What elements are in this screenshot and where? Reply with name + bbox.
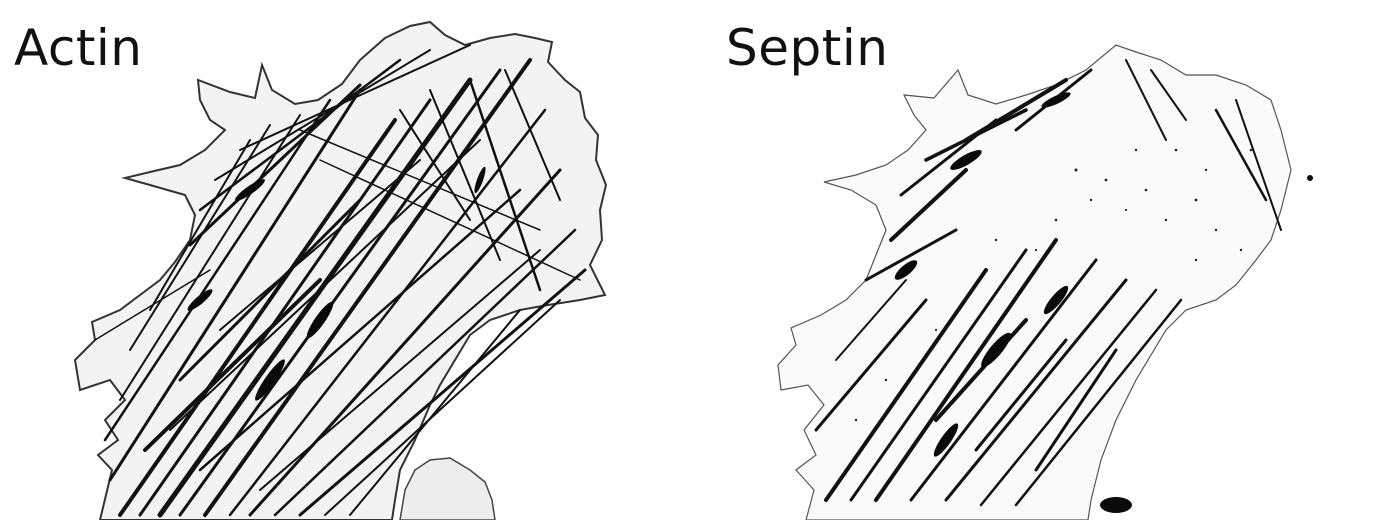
septin-filaments [814,59,1282,507]
actin-micrograph [73,20,608,520]
septin-dense-patches [894,92,1313,513]
septin-speckles [854,148,1253,422]
septin-panel: Septin [696,0,1392,520]
actin-label: Actin [14,19,143,77]
actin-lower-fragment [399,457,496,520]
septin-cell-body [777,44,1292,520]
actin-panel: Actin [14,19,608,520]
actin-stress-fibers [94,44,587,518]
septin-label: Septin [726,19,889,77]
septin-micrograph [777,44,1313,520]
actin-dense-patches [187,166,486,401]
